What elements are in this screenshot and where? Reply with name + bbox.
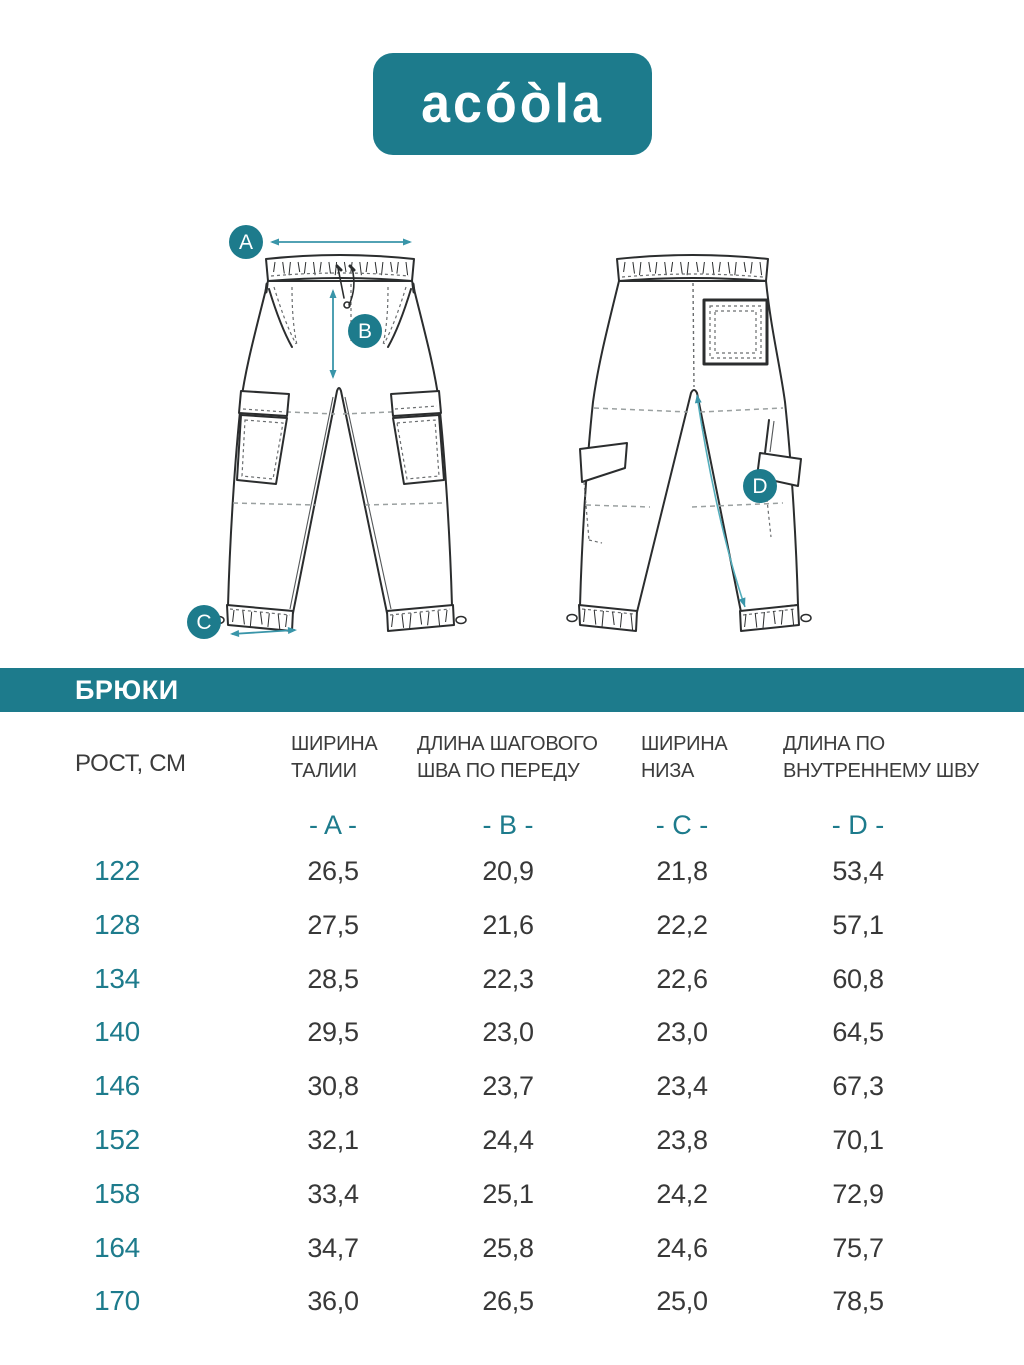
inseam-cell: 67,3 — [832, 1071, 884, 1102]
column-header-hem-width: ШИРИНА НИЗА — [641, 733, 728, 782]
pants-back-view: D — [566, 254, 812, 632]
inseam-cell: 57,1 — [832, 909, 884, 940]
hem-width-cell: 22,2 — [656, 909, 708, 940]
marker-c-letter: C — [196, 611, 211, 634]
back-patch-pocket — [702, 298, 769, 366]
front-rise-cell: 21,6 — [482, 909, 534, 940]
front-rise-cell: 24,4 — [482, 1125, 534, 1155]
table-row: 152 32,1 24,4 23,8 70,1 — [0, 1113, 1024, 1167]
front-cargo-pocket-left — [236, 390, 290, 485]
table-row: 134 28,5 22,3 22,6 60,8 — [0, 952, 1024, 1006]
table-row: 158 33,4 25,1 24,2 72,9 — [0, 1167, 1024, 1221]
height-cell: 152 — [94, 1124, 140, 1155]
hem-width-cell: 23,0 — [656, 1017, 708, 1048]
table-row: 146 30,8 23,7 23,4 67,3 — [0, 1059, 1024, 1113]
hem-width-cell: 25,0 — [656, 1286, 708, 1317]
column-header-inseam: ДЛИНА ПО ВНУТРЕННЕМУ ШВУ — [783, 733, 979, 782]
front-rise-cell: 20,9 — [482, 856, 534, 886]
height-cell: 158 — [94, 1177, 140, 1209]
front-rise-cell: 25,1 — [482, 1178, 534, 1209]
front-hem-left — [213, 604, 294, 632]
measure-c-arrow — [230, 627, 297, 637]
front-rise-cell: 26,5 — [482, 1286, 534, 1317]
section-title: БРЮКИ — [75, 674, 179, 705]
front-rise-cell: 23,7 — [482, 1071, 534, 1102]
brand-logo: acóòla — [373, 53, 652, 155]
table-row: 140 29,5 23,0 23,0 64,5 — [0, 1005, 1024, 1059]
inseam-cell: 53,4 — [832, 856, 884, 886]
waist-width-cell: 29,5 — [307, 1017, 359, 1048]
height-cell: 164 — [94, 1231, 140, 1263]
column-header-front-rise: ДЛИНА ШАГОВОГО ШВА ПО ПЕРЕДУ — [417, 733, 598, 782]
height-cell: 134 — [94, 962, 140, 994]
table-row: 128 27,5 21,6 22,2 57,1 — [0, 898, 1024, 952]
drawstring — [335, 264, 356, 309]
height-cell: 128 — [94, 908, 140, 940]
section-banner: БРЮКИ — [0, 668, 1024, 712]
inseam-cell: 70,1 — [832, 1125, 884, 1155]
waist-width-cell: 28,5 — [307, 963, 359, 994]
height-column-header: РОСТ, СМ — [75, 750, 186, 777]
pants-front-view: A B C — [187, 225, 467, 639]
column-letter-c: - C - — [655, 810, 709, 840]
waist-width-cell: 27,5 — [307, 909, 359, 940]
height-cell: 122 — [94, 855, 140, 886]
waist-width-cell: 36,0 — [307, 1286, 359, 1317]
back-cargo-pocket-left — [579, 442, 628, 544]
column-letter-b: - B - — [482, 810, 534, 840]
marker-a-letter: A — [239, 231, 253, 254]
column-letter-a: - A - — [308, 810, 357, 840]
front-rise-cell: 23,0 — [482, 1017, 534, 1048]
back-hem-right — [739, 604, 812, 632]
inseam-cell: 72,9 — [832, 1178, 884, 1209]
measure-a-arrow — [270, 238, 412, 246]
hem-width-cell: 23,4 — [656, 1071, 708, 1102]
front-cargo-pocket-right — [390, 390, 445, 485]
hem-width-cell: 21,8 — [656, 856, 708, 886]
brand-logo-text: acóòla — [421, 73, 604, 135]
measure-d-arrow — [694, 394, 746, 608]
inseam-cell: 78,5 — [832, 1286, 884, 1317]
front-hem-right — [386, 604, 467, 632]
inseam-cell: 75,7 — [832, 1232, 884, 1263]
marker-b-badge: B — [348, 314, 382, 348]
height-cell: 140 — [94, 1016, 140, 1048]
column-header-waist-width: ШИРИНА ТАЛИИ — [291, 733, 378, 782]
waist-width-cell: 34,7 — [307, 1232, 359, 1263]
height-cell: 146 — [94, 1070, 140, 1102]
waist-width-cell: 26,5 — [307, 856, 359, 886]
front-rise-cell: 25,8 — [482, 1232, 534, 1263]
hem-width-cell: 24,6 — [656, 1232, 708, 1263]
marker-b-letter: B — [358, 320, 372, 343]
marker-c-badge: C — [187, 605, 221, 639]
height-cell: 170 — [94, 1285, 140, 1317]
inseam-cell: 64,5 — [832, 1017, 884, 1048]
front-rise-cell: 22,3 — [482, 963, 534, 994]
hem-width-cell: 23,8 — [656, 1125, 708, 1155]
back-hem-left — [566, 604, 638, 632]
table-row: 170 36,0 26,5 25,0 78,5 — [0, 1274, 1024, 1328]
waist-width-cell: 33,4 — [307, 1178, 359, 1209]
marker-d-letter: D — [752, 475, 767, 498]
table-row: 122 26,5 20,9 21,8 53,4 — [0, 844, 1024, 898]
marker-a-badge: A — [229, 225, 263, 259]
marker-d-badge: D — [743, 469, 777, 503]
waist-width-cell: 32,1 — [307, 1125, 359, 1155]
waist-width-cell: 30,8 — [307, 1071, 359, 1102]
inseam-cell: 60,8 — [832, 963, 884, 994]
table-row: 164 34,7 25,8 24,6 75,7 — [0, 1221, 1024, 1275]
pants-technical-drawing: A B C — [187, 225, 812, 639]
hem-width-cell: 24,2 — [656, 1178, 708, 1209]
column-letter-d: - D - — [831, 810, 885, 840]
hem-width-cell: 22,6 — [656, 963, 708, 994]
measure-b-arrow — [329, 289, 337, 379]
